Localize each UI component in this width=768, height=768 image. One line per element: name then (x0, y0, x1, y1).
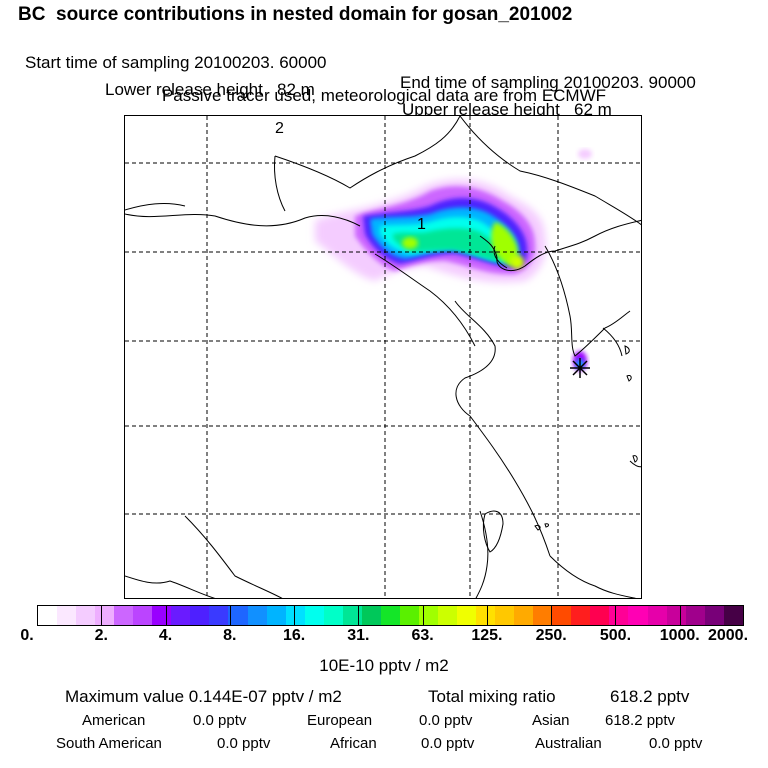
colorbar-segment (38, 606, 58, 625)
american-value: 0.0 pptv (193, 712, 247, 729)
colorbar-segment (666, 606, 686, 625)
colorbar-segment (323, 606, 343, 625)
colorbar-segment (95, 606, 115, 625)
colorbar-segment (437, 606, 458, 625)
colorbar-segment (495, 606, 515, 625)
colorbar-segment (266, 606, 286, 625)
asian-value: 618.2 pptv (605, 712, 676, 729)
colorbar-segment (247, 606, 267, 625)
colorbar-label: 500. (599, 627, 632, 644)
taiwan-and-islands (482, 345, 641, 553)
colorbar-label: 63. (411, 627, 434, 644)
end-time: End time of sampling 20100203. 90000 (400, 73, 696, 92)
colorbar-label: 0. (20, 627, 34, 644)
colorbar-segment (533, 606, 553, 625)
colorbar-segment (361, 606, 381, 625)
sampling-times: Start time of sampling 20100203. 60000 E… (0, 33, 768, 93)
colorbar-segment (285, 606, 305, 625)
colorbar-segment (647, 606, 667, 625)
colorbar (37, 605, 744, 626)
start-time: Start time of sampling 20100203. 60000 (25, 53, 327, 72)
tracer-info: Passive tracer used, meteorological data… (161, 86, 607, 105)
colorbar-tick (679, 606, 681, 625)
south-american-value: 0.0 pptv (217, 735, 271, 752)
map-label-1: 1 (417, 216, 426, 233)
european-label: European (307, 712, 373, 729)
colorbar-unit: 10E-10 pptv / m2 (319, 656, 449, 675)
colorbar-segment (571, 606, 591, 625)
colorbar-tick (615, 606, 617, 625)
australian-value: 0.0 pptv (649, 735, 703, 752)
colorbar-segment (133, 606, 153, 625)
south-american-label: South American (56, 735, 162, 752)
colorbar-segment (228, 606, 248, 625)
colorbar-tick (358, 606, 360, 625)
colorbar-segment (342, 606, 362, 625)
colorbar-label: 125. (471, 627, 503, 644)
european-value: 0.0 pptv (419, 712, 473, 729)
colorbar-segment (418, 606, 438, 625)
colorbar-segment (209, 606, 229, 625)
map-panel: 2 1 (124, 115, 642, 599)
colorbar-segment (723, 606, 743, 625)
colorbar-tick (486, 606, 488, 625)
colorbar-label: 250. (535, 627, 567, 644)
map-label-2: 2 (275, 120, 284, 137)
colorbar-segment (628, 606, 648, 625)
colorbar-segment (380, 606, 400, 625)
colorbar-segment (152, 606, 172, 625)
lower-release-height: Lower release height 82 m (105, 80, 315, 99)
total-mixing-label: Total mixing ratio (428, 687, 556, 706)
american-label: American (82, 712, 146, 729)
colorbar-segment (171, 606, 191, 625)
colorbar-label: 4. (158, 627, 173, 644)
colorbar-segment (399, 606, 419, 625)
colorbar-segment (76, 606, 96, 625)
colorbar-label: 8. (223, 627, 237, 644)
receptor-star-icon (570, 358, 590, 378)
colorbar-label: 31. (347, 627, 370, 644)
map-svg: 2 1 (125, 116, 641, 598)
colorbar-label: 1000. (659, 627, 700, 644)
colorbar-tick (229, 606, 231, 625)
colorbar-segment (590, 606, 610, 625)
african-value: 0.0 pptv (421, 735, 475, 752)
colorbar-segment (304, 606, 324, 625)
coastlines (125, 116, 641, 598)
colorbar-label: 2000. (707, 627, 749, 644)
colorbar-segment (704, 606, 724, 625)
colorbar-label: 2. (94, 627, 108, 644)
colorbar-tick (422, 606, 424, 625)
asian-label: Asian (532, 712, 570, 729)
colorbar-segment (609, 606, 629, 625)
colorbar-segment (114, 606, 134, 625)
colorbar-tick (551, 606, 553, 625)
colorbar-tick (101, 606, 103, 625)
maximum-value: Maximum value 0.144E-07 pptv / m2 (65, 687, 342, 706)
release-heights: Lower release height 82 m Upper release … (0, 60, 768, 120)
concentration-plume (315, 149, 592, 371)
colorbar-segment (552, 606, 572, 625)
colorbar-segment (685, 606, 705, 625)
colorbar-segment (190, 606, 210, 625)
lat-lon-grid (125, 116, 641, 598)
colorbar-segment (476, 606, 496, 625)
upper-release-height: Upper release height 62 m (402, 100, 612, 119)
plot-title: BC source contributions in nested domain… (18, 4, 573, 25)
australian-label: Australian (535, 735, 602, 752)
colorbar-tick (294, 606, 296, 625)
colorbar-tick (165, 606, 167, 625)
total-mixing-value: 618.2 pptv (610, 687, 690, 706)
colorbar-segment (57, 606, 77, 625)
colorbar-segment (457, 606, 477, 625)
colorbar-segment (514, 606, 534, 625)
african-label: African (330, 735, 377, 752)
colorbar-label: 16. (282, 627, 306, 644)
